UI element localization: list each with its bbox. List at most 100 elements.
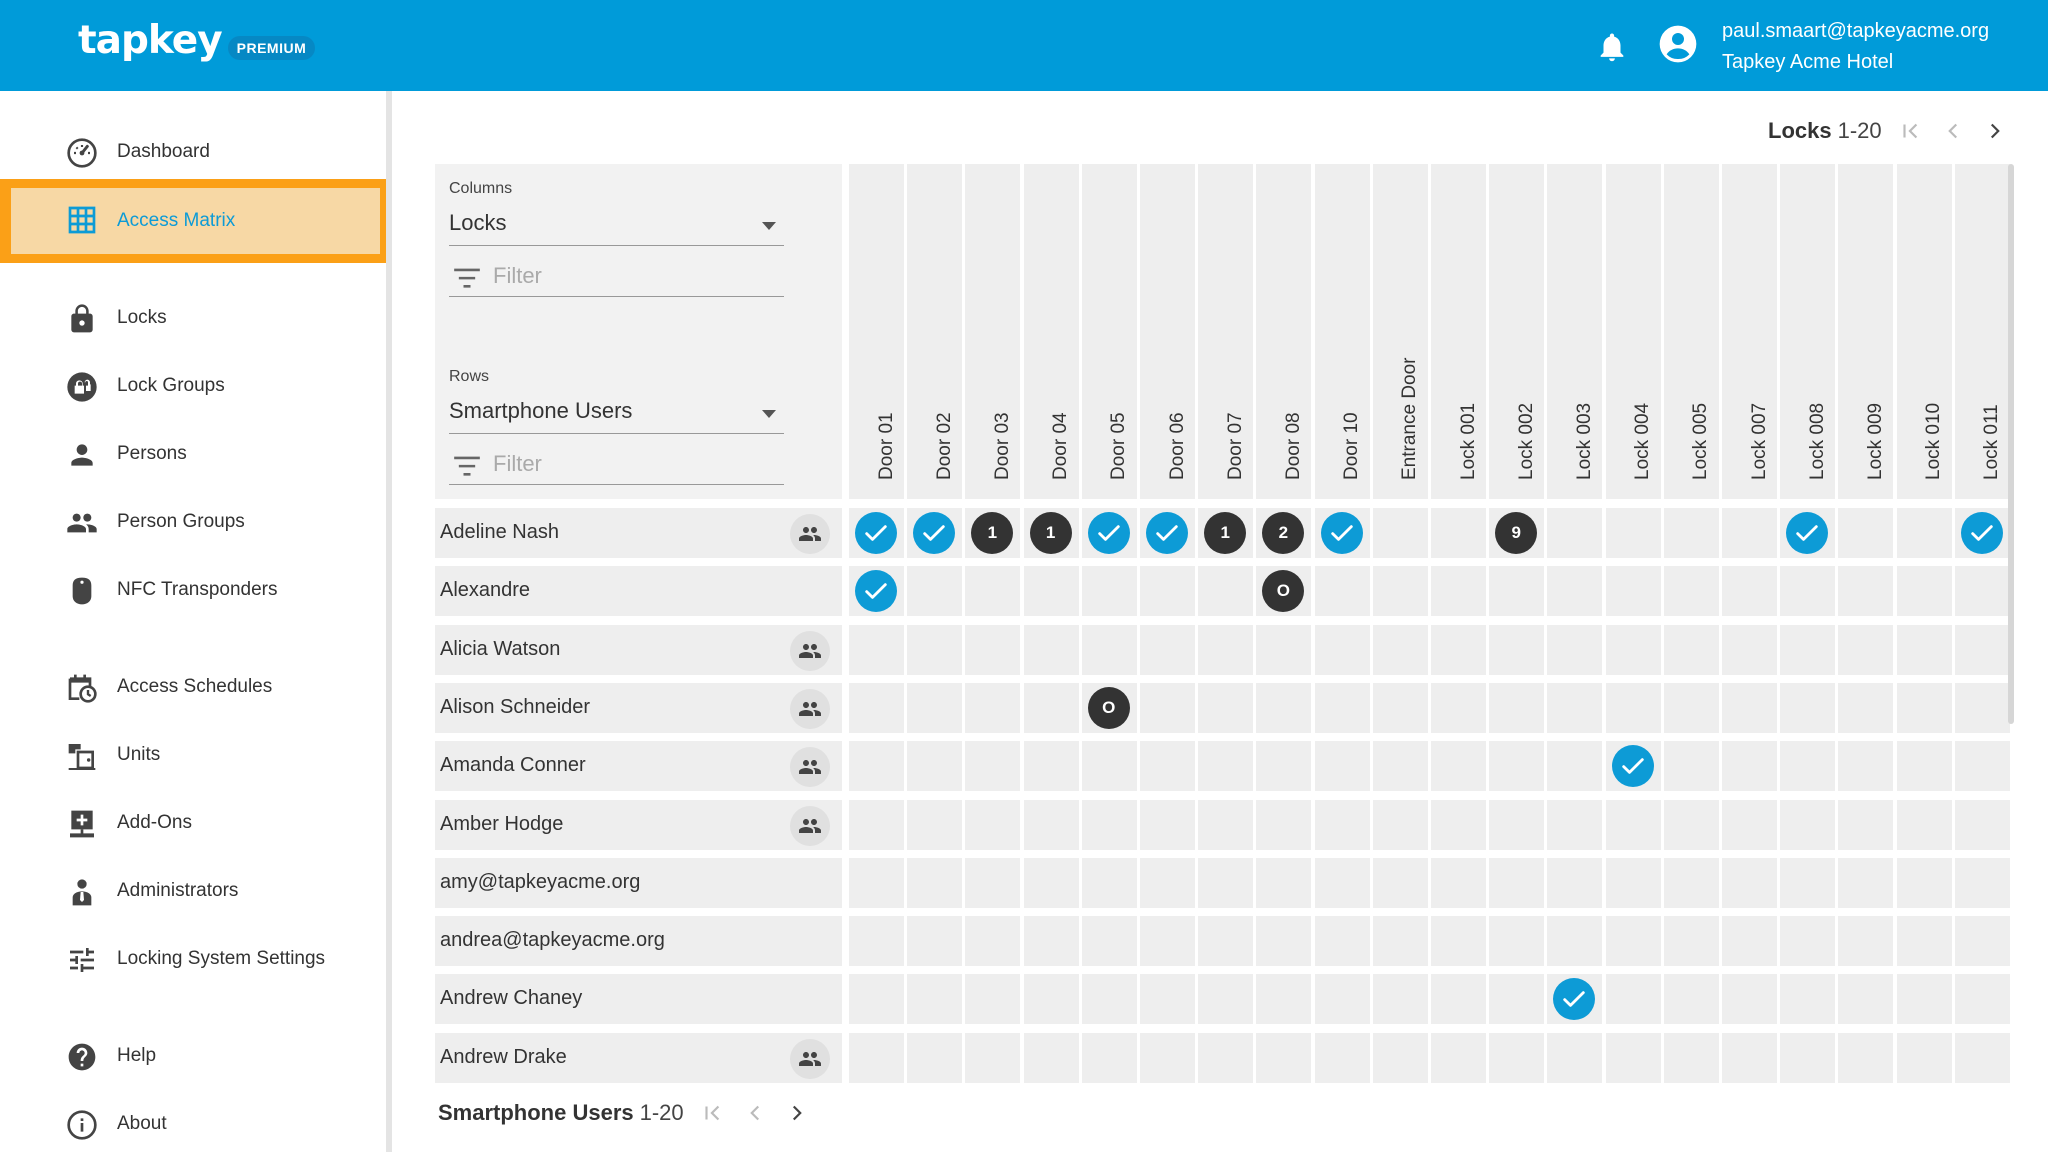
matrix-cell[interactable] [1372, 624, 1428, 675]
rows-filter[interactable] [449, 443, 784, 485]
column-header-lock-005[interactable]: Lock 005 [1663, 164, 1719, 499]
matrix-cell[interactable] [1256, 624, 1312, 675]
matrix-cell[interactable] [1547, 1032, 1603, 1083]
matrix-cell[interactable] [907, 741, 963, 792]
matrix-cell[interactable] [1780, 974, 1836, 1025]
matrix-cell[interactable] [1605, 857, 1661, 908]
matrix-cell[interactable] [1314, 857, 1370, 908]
column-header-lock-009[interactable]: Lock 009 [1838, 164, 1894, 499]
matrix-cell[interactable] [1489, 1032, 1545, 1083]
matrix-cell[interactable] [1896, 799, 1952, 850]
column-header-door-04[interactable]: Door 04 [1023, 164, 1079, 499]
access-count-badge[interactable]: 1 [1029, 512, 1072, 554]
matrix-cell[interactable] [1140, 682, 1195, 733]
matrix-cell[interactable] [907, 624, 963, 675]
sidebar-item-about[interactable]: About [0, 1099, 386, 1149]
matrix-cell[interactable] [965, 741, 1021, 792]
matrix-cell[interactable] [1780, 508, 1836, 558]
matrix-cell[interactable] [1140, 1032, 1195, 1083]
matrix-cell[interactable] [849, 974, 904, 1025]
access-granted-badge[interactable] [1087, 512, 1130, 554]
matrix-cell[interactable] [1431, 741, 1486, 792]
person-group-button[interactable] [790, 747, 830, 788]
matrix-cell[interactable] [849, 566, 904, 617]
access-count-badge[interactable]: 1 [1204, 512, 1247, 554]
matrix-cell[interactable] [1081, 916, 1137, 967]
matrix-cell[interactable] [907, 508, 963, 558]
matrix-cell[interactable] [1838, 799, 1894, 850]
matrix-cell[interactable] [1547, 799, 1603, 850]
column-header-door-02[interactable]: Door 02 [907, 164, 963, 499]
matrix-cell[interactable] [1780, 857, 1836, 908]
matrix-cell[interactable] [1722, 1032, 1777, 1083]
columns-select[interactable]: Locks [449, 204, 784, 246]
matrix-cell[interactable] [1256, 974, 1312, 1025]
matrix-cell[interactable] [1722, 508, 1777, 558]
columns-filter[interactable] [449, 255, 784, 297]
matrix-cell[interactable] [1140, 974, 1195, 1025]
matrix-cell[interactable]: 1 [1023, 508, 1079, 558]
row-header[interactable]: Alison Schneider [435, 682, 842, 733]
matrix-cell[interactable] [1081, 741, 1137, 792]
matrix-cell[interactable] [965, 566, 1021, 617]
matrix-cell[interactable] [1838, 566, 1894, 617]
access-count-badge[interactable]: 2 [1262, 512, 1305, 554]
matrix-cell[interactable] [1838, 974, 1894, 1025]
column-header-lock-007[interactable]: Lock 007 [1722, 164, 1777, 499]
matrix-cell[interactable] [1547, 566, 1603, 617]
matrix-cell[interactable]: 9 [1489, 508, 1545, 558]
matrix-cell[interactable] [1372, 741, 1428, 792]
column-header-door-05[interactable]: Door 05 [1081, 164, 1137, 499]
sidebar-item-access-matrix[interactable]: Access Matrix [0, 179, 386, 263]
matrix-cell[interactable] [1081, 508, 1137, 558]
matrix-cell[interactable] [1547, 857, 1603, 908]
matrix-cell[interactable] [1431, 566, 1486, 617]
matrix-cell[interactable] [1431, 1032, 1486, 1083]
matrix-cell[interactable] [1023, 1032, 1079, 1083]
matrix-cell[interactable] [1198, 916, 1254, 967]
user-email[interactable]: paul.smaart@tapkeyacme.org [1722, 20, 1990, 42]
matrix-cell[interactable] [1198, 799, 1254, 850]
access-granted-badge[interactable] [855, 512, 897, 554]
matrix-cell[interactable] [1780, 1032, 1836, 1083]
sidebar-item-administrators[interactable]: Administrators [0, 866, 386, 916]
matrix-cell[interactable] [1431, 799, 1486, 850]
matrix-cell[interactable] [1605, 566, 1661, 617]
access-granted-badge[interactable] [1786, 512, 1829, 554]
first-page-icon[interactable] [1898, 118, 1924, 144]
matrix-cell[interactable] [1780, 566, 1836, 617]
row-header[interactable]: Alicia Watson [435, 624, 842, 675]
matrix-cell[interactable] [849, 916, 904, 967]
matrix-cell[interactable]: O [1256, 566, 1312, 617]
matrix-cell[interactable] [1954, 508, 2010, 558]
column-header-lock-004[interactable]: Lock 004 [1605, 164, 1661, 499]
column-header-lock-001[interactable]: Lock 001 [1431, 164, 1486, 499]
matrix-cell[interactable] [1256, 682, 1312, 733]
matrix-cell[interactable] [1256, 741, 1312, 792]
column-header-lock-011[interactable]: Lock 011 [1954, 164, 2010, 499]
matrix-cell[interactable] [1431, 916, 1486, 967]
first-page-icon[interactable] [700, 1100, 726, 1126]
matrix-cell[interactable]: 1 [1198, 508, 1254, 558]
matrix-cell[interactable] [1314, 974, 1370, 1025]
matrix-cell[interactable] [1023, 682, 1079, 733]
column-header-door-07[interactable]: Door 07 [1198, 164, 1254, 499]
matrix-cell[interactable] [1896, 916, 1952, 967]
person-group-button[interactable] [790, 514, 830, 554]
tapkey-logo[interactable]: tapkey PREMIUM [78, 18, 316, 63]
matrix-cell[interactable] [1140, 741, 1195, 792]
matrix-cell[interactable] [1023, 741, 1079, 792]
matrix-scrollbar[interactable] [2008, 164, 2014, 724]
notification-bell-icon[interactable] [1595, 30, 1629, 64]
matrix-cell[interactable] [849, 682, 904, 733]
matrix-cell[interactable] [907, 916, 963, 967]
sidebar-item-persons[interactable]: Persons [0, 429, 386, 479]
matrix-cell[interactable] [1780, 916, 1836, 967]
matrix-cell[interactable] [1023, 566, 1079, 617]
matrix-cell[interactable] [1140, 624, 1195, 675]
matrix-cell[interactable] [1140, 566, 1195, 617]
matrix-cell[interactable] [907, 566, 963, 617]
matrix-cell[interactable] [1605, 682, 1661, 733]
column-header-lock-003[interactable]: Lock 003 [1547, 164, 1603, 499]
matrix-cell[interactable] [1489, 799, 1545, 850]
